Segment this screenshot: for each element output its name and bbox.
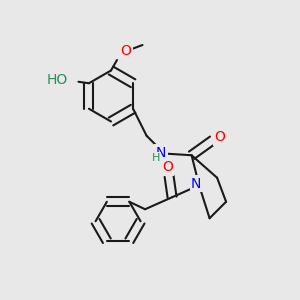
Text: HO: HO <box>47 73 68 87</box>
Text: N: N <box>191 177 201 191</box>
Text: O: O <box>214 130 226 144</box>
Text: O: O <box>162 160 173 174</box>
Text: H: H <box>152 153 160 163</box>
Text: N: N <box>156 146 166 160</box>
Text: O: O <box>121 44 131 58</box>
